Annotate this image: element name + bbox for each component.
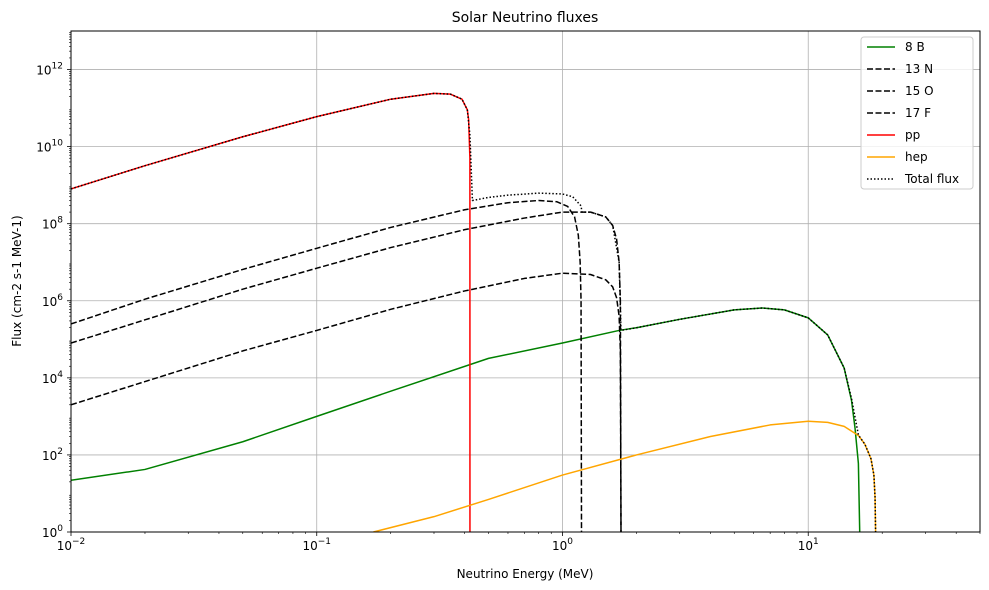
series-line-15-o bbox=[71, 211, 622, 532]
series-line-hep bbox=[373, 420, 877, 532]
chart-title: Solar Neutrino fluxes bbox=[452, 10, 599, 26]
y-tick-label: 108 bbox=[42, 216, 63, 232]
series-line-8-b bbox=[71, 307, 861, 532]
legend-label: 8 B bbox=[905, 40, 925, 54]
y-tick-label: 1012 bbox=[36, 62, 63, 78]
x-tick-label: 10−2 bbox=[57, 537, 86, 553]
y-tick-label: 100 bbox=[42, 524, 63, 540]
x-tick-label: 101 bbox=[798, 537, 819, 553]
series-line-pp bbox=[71, 92, 471, 532]
series-line-13-n bbox=[71, 199, 583, 532]
y-tick-label: 106 bbox=[42, 293, 63, 309]
legend-label: 17 F bbox=[905, 106, 931, 120]
y-tick-label: 102 bbox=[42, 447, 63, 463]
legend-label: 13 N bbox=[905, 62, 933, 76]
legend-label: 15 O bbox=[905, 84, 934, 98]
legend: 8 B 13 N 15 O 17 F pp hep Total flux bbox=[860, 36, 974, 190]
series-layer bbox=[71, 92, 877, 532]
x-tick-label: 100 bbox=[552, 537, 573, 553]
plot-frame bbox=[70, 30, 981, 533]
series-line-17-f bbox=[71, 272, 622, 532]
y-tick-label: 1010 bbox=[36, 139, 63, 155]
y-axis-label: Flux (cm-2 s-1 MeV-1) bbox=[10, 215, 24, 346]
ticks: 10−2 10−1 100 101 100 102 104 106 108 1010 1012 bbox=[36, 32, 981, 553]
legend-label: Total flux bbox=[904, 172, 959, 186]
legend-label: hep bbox=[905, 150, 928, 164]
y-tick-label: 104 bbox=[42, 370, 63, 386]
legend-label: pp bbox=[905, 128, 920, 142]
legend-box bbox=[860, 36, 974, 190]
x-axis-label: Neutrino Energy (MeV) bbox=[457, 567, 594, 581]
x-tick-label: 10−1 bbox=[302, 537, 331, 553]
